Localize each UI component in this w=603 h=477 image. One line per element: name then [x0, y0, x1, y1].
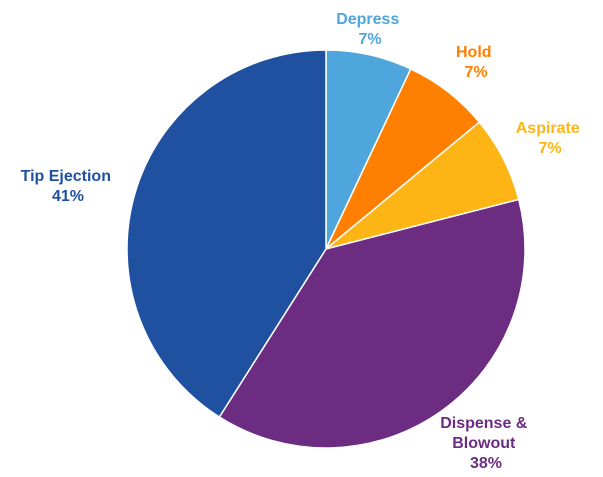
slice-name-tip-ejection: Tip Ejection: [21, 168, 111, 185]
slice-label-depress: Depress 7%: [336, 11, 404, 48]
slice-label-hold: Hold 7%: [456, 44, 496, 81]
slice-labels: Depress 7% Hold 7% Aspirate 7% Dispense …: [21, 11, 584, 472]
slice-label-aspirate: Aspirate 7%: [516, 120, 584, 157]
slice-value-dispense-blowout: 38%: [470, 455, 502, 472]
pie-slice-dispense: [218, 198, 526, 449]
slice-label-tip-ejection: Tip Ejection 41%: [21, 168, 116, 205]
slice-value-depress: 7%: [358, 31, 381, 48]
slice-name-aspirate: Aspirate: [516, 120, 580, 137]
slice-value-hold: 7%: [464, 64, 487, 81]
pie-slices: [126, 49, 526, 449]
pie-slice-tip-ejection: [126, 49, 327, 419]
slice-name-depress: Depress: [336, 11, 399, 28]
slice-name-dispense: Dispense &: [440, 415, 528, 432]
slice-value-aspirate: 7%: [538, 140, 561, 157]
slice-label-dispense-blowout: Dispense & Blowout 38%: [440, 415, 532, 472]
slice-name-hold: Hold: [456, 44, 492, 61]
slice-value-tip-ejection: 41%: [52, 188, 84, 205]
slice-name-blowout: Blowout: [452, 435, 516, 452]
